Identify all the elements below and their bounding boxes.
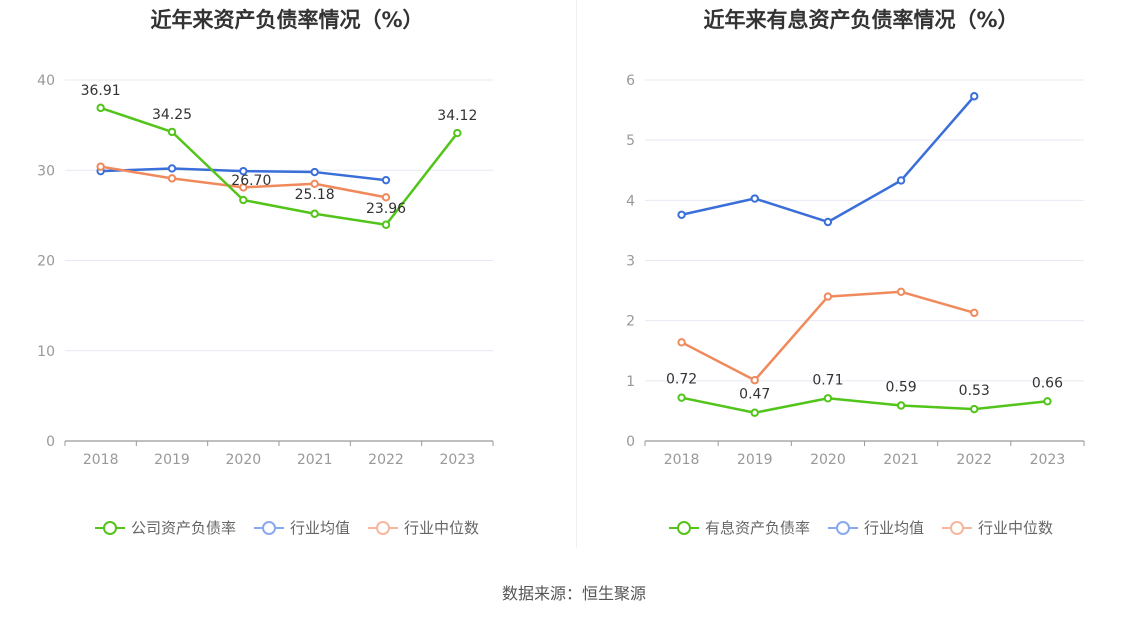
- industry-avg-series-point: [677, 210, 686, 219]
- company-series-line: [100, 106, 459, 227]
- industry-median-series-point: [677, 338, 686, 347]
- industry-avg-series-line: [681, 95, 976, 224]
- y-tick-label: 10: [37, 344, 55, 360]
- y-tick-label: 0: [626, 434, 635, 450]
- y-tick-label: 6: [626, 73, 635, 89]
- industry-median-series-point: [750, 376, 759, 385]
- industry-avg-series-point: [970, 92, 979, 101]
- x-tick-label: 2022: [956, 452, 992, 468]
- legend-label: 行业中位数: [404, 519, 480, 537]
- legend-line-circle-icon: [94, 520, 125, 536]
- company-series-line: [681, 396, 1048, 414]
- chart-plot-area: 0 1 2 3 4 5 6 2018 2019 2020 2021 2022 2023 0.72 0.47 0…: [626, 73, 1085, 468]
- chart-right-panel: 近年来有息资产负债率情况（%） 0 1 2 3 4 5 6 2018 2019 2020 2021 2…: [574, 0, 1148, 560]
- industry-median-series-point: [970, 308, 979, 318]
- legend-item-company[interactable]: 公司资产负债率: [94, 517, 236, 538]
- chart-legend: 公司资产负债率 行业均值 行业中位数: [0, 517, 574, 538]
- x-tick-label: 2020: [810, 452, 846, 468]
- company-series-point: [970, 404, 979, 414]
- legend-line-circle-icon: [827, 520, 858, 536]
- industry-avg-series-point: [823, 217, 833, 227]
- industry-median-series-point: [167, 174, 177, 183]
- x-tick-label: 2019: [737, 452, 773, 468]
- data-label: 23.96: [366, 201, 406, 217]
- x-tick-label: 2018: [664, 452, 700, 468]
- y-tick-label: 2: [626, 314, 635, 330]
- chart-title: 近年来资产负债率情况（%）: [150, 8, 424, 32]
- industry-median-series-point: [381, 193, 391, 202]
- company-series-point: [823, 394, 833, 403]
- x-tick-label: 2023: [1030, 452, 1066, 468]
- legend-label: 行业中位数: [978, 519, 1054, 537]
- company-series-point: [453, 128, 462, 138]
- legend-label: 行业均值: [289, 519, 350, 537]
- industry-avg-series-point: [310, 167, 319, 177]
- x-tick-label: 2021: [883, 452, 919, 468]
- company-series-point: [239, 195, 248, 205]
- company-series-point: [677, 393, 686, 402]
- data-source-note: 数据来源：恒生聚源: [501, 584, 646, 603]
- industry-avg-series-point: [381, 175, 391, 185]
- legend-label: 行业均值: [863, 519, 924, 537]
- data-label: 0.66: [1032, 375, 1063, 391]
- legend-item-industry-median[interactable]: 行业中位数: [368, 517, 479, 538]
- legend-label: 公司资产负债率: [130, 519, 236, 537]
- legend-line-circle-icon: [368, 520, 398, 536]
- chart-plot-area: 0 10 20 30 40 2018 2019 2020 2021 2022 2023 36.91 34…: [37, 73, 494, 468]
- legend-item-industry-median[interactable]: 行业中位数: [942, 517, 1053, 538]
- chart-legend: 有息资产负债率 行业均值 行业中位数: [574, 517, 1148, 538]
- industry-median-series-point: [310, 179, 319, 188]
- industry-avg-series-point: [896, 176, 906, 185]
- company-series-point: [167, 127, 177, 137]
- legend-line-circle-icon: [942, 520, 972, 536]
- industry-median-series-point: [96, 162, 105, 171]
- y-tick-label: 3: [626, 254, 635, 270]
- industry-avg-series-point: [167, 164, 177, 173]
- x-tick-label: 2023: [440, 452, 476, 468]
- legend-item-company[interactable]: 有息资产负债率: [668, 517, 810, 538]
- chart-title: 近年来有息资产负债率情况（%）: [703, 8, 1019, 32]
- company-series-point: [381, 220, 391, 229]
- y-tick-label: 0: [46, 434, 55, 450]
- company-series-point: [96, 103, 105, 113]
- legend-label: 有息资产负债率: [704, 519, 810, 537]
- legend-item-industry-avg[interactable]: 行业均值: [827, 517, 924, 538]
- data-label: 25.18: [295, 187, 335, 203]
- y-tick-label: 5: [626, 133, 635, 149]
- data-label: 0.71: [812, 372, 843, 388]
- industry-median-series-point: [239, 183, 248, 192]
- data-label: 0.47: [739, 387, 770, 403]
- y-tick-label: 20: [37, 254, 55, 270]
- x-tick-label: 2021: [297, 452, 333, 468]
- data-label: 0.72: [666, 372, 697, 388]
- company-series-point: [1043, 397, 1052, 406]
- legend-item-industry-avg[interactable]: 行业均值: [253, 517, 350, 538]
- industry-median-series-point: [823, 292, 833, 301]
- company-series-point: [896, 401, 906, 410]
- y-tick-label: 1: [626, 374, 635, 390]
- industry-median-series-point: [896, 287, 906, 296]
- company-series-point: [750, 408, 759, 417]
- company-series-point: [310, 209, 319, 218]
- y-tick-label: 40: [37, 73, 55, 89]
- data-label: 36.91: [81, 83, 121, 99]
- industry-avg-series-point: [750, 194, 759, 203]
- legend-line-circle-icon: [668, 520, 699, 536]
- legend-line-circle-icon: [253, 520, 284, 536]
- data-label: 0.53: [959, 383, 990, 399]
- data-label: 34.12: [437, 108, 477, 124]
- panel-divider: [576, 0, 577, 548]
- x-tick-label: 2018: [83, 452, 119, 468]
- chart-left-panel: 近年来资产负债率情况（%） 0 10 20 30 40 2018 2019 2020 2021 2…: [0, 0, 574, 560]
- data-label: 0.59: [885, 380, 916, 396]
- data-label: 26.70: [231, 173, 271, 189]
- y-tick-label: 4: [626, 193, 635, 209]
- x-tick-label: 2019: [154, 452, 190, 468]
- y-tick-label: 30: [37, 163, 55, 179]
- industry-avg-series-point: [239, 166, 248, 176]
- data-label: 34.25: [152, 107, 192, 123]
- industry-median-series-line: [681, 290, 975, 382]
- x-tick-label: 2022: [368, 452, 404, 468]
- x-tick-label: 2020: [226, 452, 262, 468]
